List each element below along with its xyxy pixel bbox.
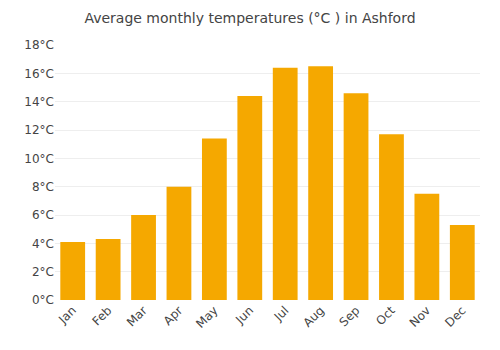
svg-text:10°C: 10°C <box>24 152 54 166</box>
svg-text:Aug: Aug <box>301 303 327 329</box>
svg-text:8°C: 8°C <box>32 180 54 194</box>
svg-text:Jul: Jul <box>271 303 292 324</box>
svg-text:4°C: 4°C <box>32 237 54 251</box>
svg-text:Jun: Jun <box>232 303 256 327</box>
svg-text:Sep: Sep <box>337 303 363 329</box>
svg-text:Apr: Apr <box>161 303 186 328</box>
svg-text:May: May <box>193 303 220 330</box>
svg-text:6°C: 6°C <box>32 208 54 222</box>
svg-text:Nov: Nov <box>407 303 433 329</box>
svg-text:12°C: 12°C <box>24 123 54 137</box>
svg-text:16°C: 16°C <box>24 67 54 81</box>
svg-text:0°C: 0°C <box>32 293 54 307</box>
svg-text:14°C: 14°C <box>24 95 54 109</box>
svg-text:Dec: Dec <box>442 303 468 329</box>
svg-text:Feb: Feb <box>90 303 115 328</box>
svg-text:18°C: 18°C <box>24 38 54 52</box>
svg-text:2°C: 2°C <box>32 265 54 279</box>
svg-text:Jan: Jan <box>55 303 79 327</box>
svg-text:Oct: Oct <box>373 303 398 328</box>
svg-text:Average monthly temperatures (: Average monthly temperatures (°C ) in As… <box>84 10 415 26</box>
svg-text:Mar: Mar <box>124 303 150 329</box>
